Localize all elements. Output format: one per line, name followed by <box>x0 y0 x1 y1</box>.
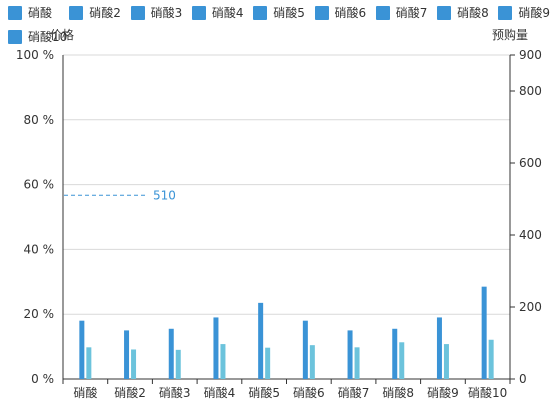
legend-label: 硝酸4 <box>211 6 244 20</box>
bar-series-2 <box>175 349 181 379</box>
right-tick-label: 900 <box>519 48 542 62</box>
right-tick-label: 200 <box>519 300 542 314</box>
x-tick-label: 硝酸4 <box>204 385 236 400</box>
bar-series-2 <box>443 344 449 379</box>
legend-item[interactable]: 硝酸6 <box>314 4 367 21</box>
bar-series-2 <box>488 339 494 379</box>
x-tick-label: 硝酸6 <box>293 385 325 400</box>
left-tick-label: 60 % <box>24 178 55 192</box>
legend-item[interactable]: 硝酸7 <box>375 4 428 21</box>
legend-swatch <box>191 5 206 20</box>
x-tick-label: 硝酸2 <box>114 385 146 400</box>
left-tick-label: 40 % <box>24 242 55 256</box>
legend-item[interactable]: 硝酸10 <box>8 28 67 45</box>
x-tick-label: 硝酸7 <box>338 385 370 400</box>
legend-swatch <box>8 5 22 20</box>
legend-label: 硝酸8 <box>457 6 489 20</box>
bar-series-1 <box>347 330 353 379</box>
bar-series-2 <box>131 349 137 379</box>
x-tick-label: 硝酸 <box>73 385 97 400</box>
bar-series-2 <box>220 344 226 379</box>
legend-label: 硝酸 <box>28 6 53 20</box>
x-tick-label: 硝酸5 <box>248 385 280 400</box>
right-tick-label: 0 <box>519 372 527 386</box>
x-tick-label: 硝酸10 <box>468 385 507 400</box>
legend-label: 硝酸5 <box>273 6 305 20</box>
legend-label: 硝酸3 <box>150 6 183 20</box>
legend-item[interactable]: 硝酸2 <box>69 4 121 21</box>
bar-series-1 <box>392 328 398 379</box>
legend-item[interactable]: 硝酸3 <box>130 4 183 21</box>
left-axis-title: 价格 <box>50 28 75 42</box>
legend-item[interactable]: 硝酸4 <box>191 4 244 21</box>
bar-series-1 <box>302 320 308 379</box>
legend-swatch <box>498 5 513 20</box>
right-tick-label: 600 <box>519 156 542 170</box>
x-tick-label: 硝酸8 <box>382 385 414 400</box>
bar-series-2 <box>265 347 271 379</box>
legend-swatch <box>375 5 390 20</box>
right-tick-label: 800 <box>519 84 542 98</box>
legend-swatch <box>253 5 268 20</box>
bar-series-1 <box>436 317 442 379</box>
left-tick-label: 80 % <box>24 113 55 127</box>
left-tick-label: 20 % <box>24 307 55 321</box>
bar-series-2 <box>354 347 360 379</box>
bar-series-1 <box>124 330 130 379</box>
right-axis-title: 预购量 <box>492 28 529 42</box>
legend-item[interactable]: 硝酸 <box>8 4 52 21</box>
bar-series-1 <box>258 302 264 379</box>
legend-swatch <box>130 5 145 20</box>
left-tick-label: 100 % <box>16 48 54 62</box>
reference-line-label: 510 <box>153 188 176 202</box>
bar-series-2 <box>399 342 405 379</box>
bar-series-2 <box>309 345 315 379</box>
legend-item[interactable]: 硝酸5 <box>253 4 305 21</box>
legend-swatch <box>8 29 22 44</box>
legend-label: 硝酸7 <box>395 6 428 20</box>
bar-series-2 <box>86 347 92 379</box>
left-tick-label: 0 % <box>31 372 54 386</box>
x-tick-label: 硝酸9 <box>427 385 459 400</box>
legend-item[interactable]: 硝酸9 <box>498 4 550 21</box>
legend-label: 硝酸9 <box>518 6 550 20</box>
right-tick-label: 400 <box>519 228 542 242</box>
legend-swatch <box>437 5 452 20</box>
bar-series-1 <box>213 317 219 379</box>
bar-series-1 <box>481 286 487 379</box>
x-tick-label: 硝酸3 <box>159 385 191 400</box>
legend-label: 硝酸10 <box>28 30 68 44</box>
legend-swatch <box>69 5 84 20</box>
legend-swatch <box>314 5 329 20</box>
legend-item[interactable]: 硝酸8 <box>437 4 489 21</box>
bar-series-1 <box>168 328 174 379</box>
bar-series-1 <box>79 320 85 379</box>
legend-label: 硝酸6 <box>334 6 367 20</box>
legend-label: 硝酸2 <box>89 6 121 20</box>
